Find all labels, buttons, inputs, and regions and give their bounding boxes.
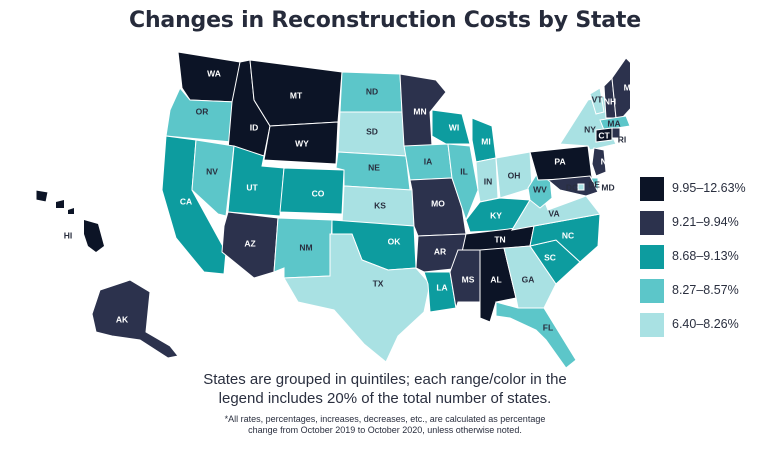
state-label: NH [604,96,616,106]
quintile-note: States are grouped in quintiles; each ra… [0,370,770,408]
state-label: NC [562,230,574,240]
state-hi-island [56,200,64,208]
state-label: VA [548,208,559,218]
state-label: NY [584,124,596,134]
state-label: ID [250,122,259,132]
footnote: *All rates, percentages, increases, decr… [0,414,770,436]
state-label: DC [566,182,578,192]
state-label: OR [196,106,209,116]
state-label: HI [64,230,73,240]
state-label: WA [207,68,221,78]
state-wi [431,109,471,145]
state-label: ME [624,82,630,92]
state-label: LA [436,282,447,292]
state-label: OH [508,170,521,180]
state-label: MD [601,182,614,192]
chart-title: Changes in Reconstruction Costs by State [129,8,641,33]
state-label: TN [494,234,505,244]
state-label: NE [368,162,380,172]
state-md [546,175,599,197]
state-label: CT [598,130,610,140]
state-label: MO [431,198,445,208]
state-label: MN [413,106,426,116]
state-hi [35,189,49,203]
legend-swatch [640,177,664,201]
state-label: MI [481,136,490,146]
state-label: CA [180,196,192,206]
legend-swatch [640,245,664,269]
state-label: NJ [601,156,612,166]
legend-label: 9.95–12.63% [672,181,746,195]
state-label: SD [366,126,378,136]
state-label: WV [533,184,547,194]
state-label: MA [607,118,620,128]
state-label: FL [543,322,553,332]
state-ri [611,127,621,139]
state-label: VT [592,94,604,104]
state-label: WI [449,122,459,132]
state-vt [589,87,605,115]
state-label: AL [490,274,501,284]
legend-swatch [640,279,664,303]
state-label: WY [295,138,309,148]
state-label: NV [206,166,218,176]
state-label: SC [544,252,556,262]
state-label: PA [554,156,565,166]
state-label: IA [424,156,433,166]
state-tx [283,233,431,363]
note-line: States are grouped in quintiles; each ra… [203,371,567,388]
state-label: AR [434,246,446,256]
legend-label: 9.21–9.94% [672,215,739,229]
note-line: legend includes 20% of the total number … [218,390,552,407]
state-label: MT [290,90,303,100]
state-label: IN [484,176,493,186]
legend-swatch [640,313,664,337]
state-label: IL [460,166,468,176]
legend-label: 8.27–8.57% [672,283,739,297]
state-label: NM [299,242,312,252]
state-ma [599,115,630,131]
state-nj [591,147,607,177]
state-fl [495,301,577,369]
state-la [423,271,457,313]
state-label: GA [522,274,535,284]
state-label: MS [462,274,475,284]
state-hi-island [84,220,104,252]
state-label: DE [588,179,600,189]
state-label: KS [374,200,386,210]
us-map: WA OR CA ID NV MT WY UT AZ CO NM ND SD NE KS OK TX MN IA MO… [35,51,630,369]
state-mn [399,73,447,147]
state-hi-island [68,208,74,214]
state-label: AK [116,314,129,324]
state-co [279,167,345,215]
state-label: ND [366,86,378,96]
footnote-line: change from October 2019 to October 2020… [248,425,522,435]
state-dc [577,183,585,191]
legend-label: 8.68–9.13% [672,249,739,263]
state-label: RI [618,134,627,144]
state-nv [191,139,235,217]
state-label: KY [490,210,502,220]
state-label: TX [373,278,384,288]
legend-label: 6.40–8.26% [672,317,739,331]
state-label: UT [246,182,258,192]
state-ct [595,127,613,143]
state-ak [91,279,179,359]
state-label: CO [312,188,325,198]
footnote-line: *All rates, percentages, increases, decr… [224,414,546,424]
legend-swatch [640,211,664,235]
state-label: OK [388,236,402,246]
state-label: AZ [244,238,255,248]
